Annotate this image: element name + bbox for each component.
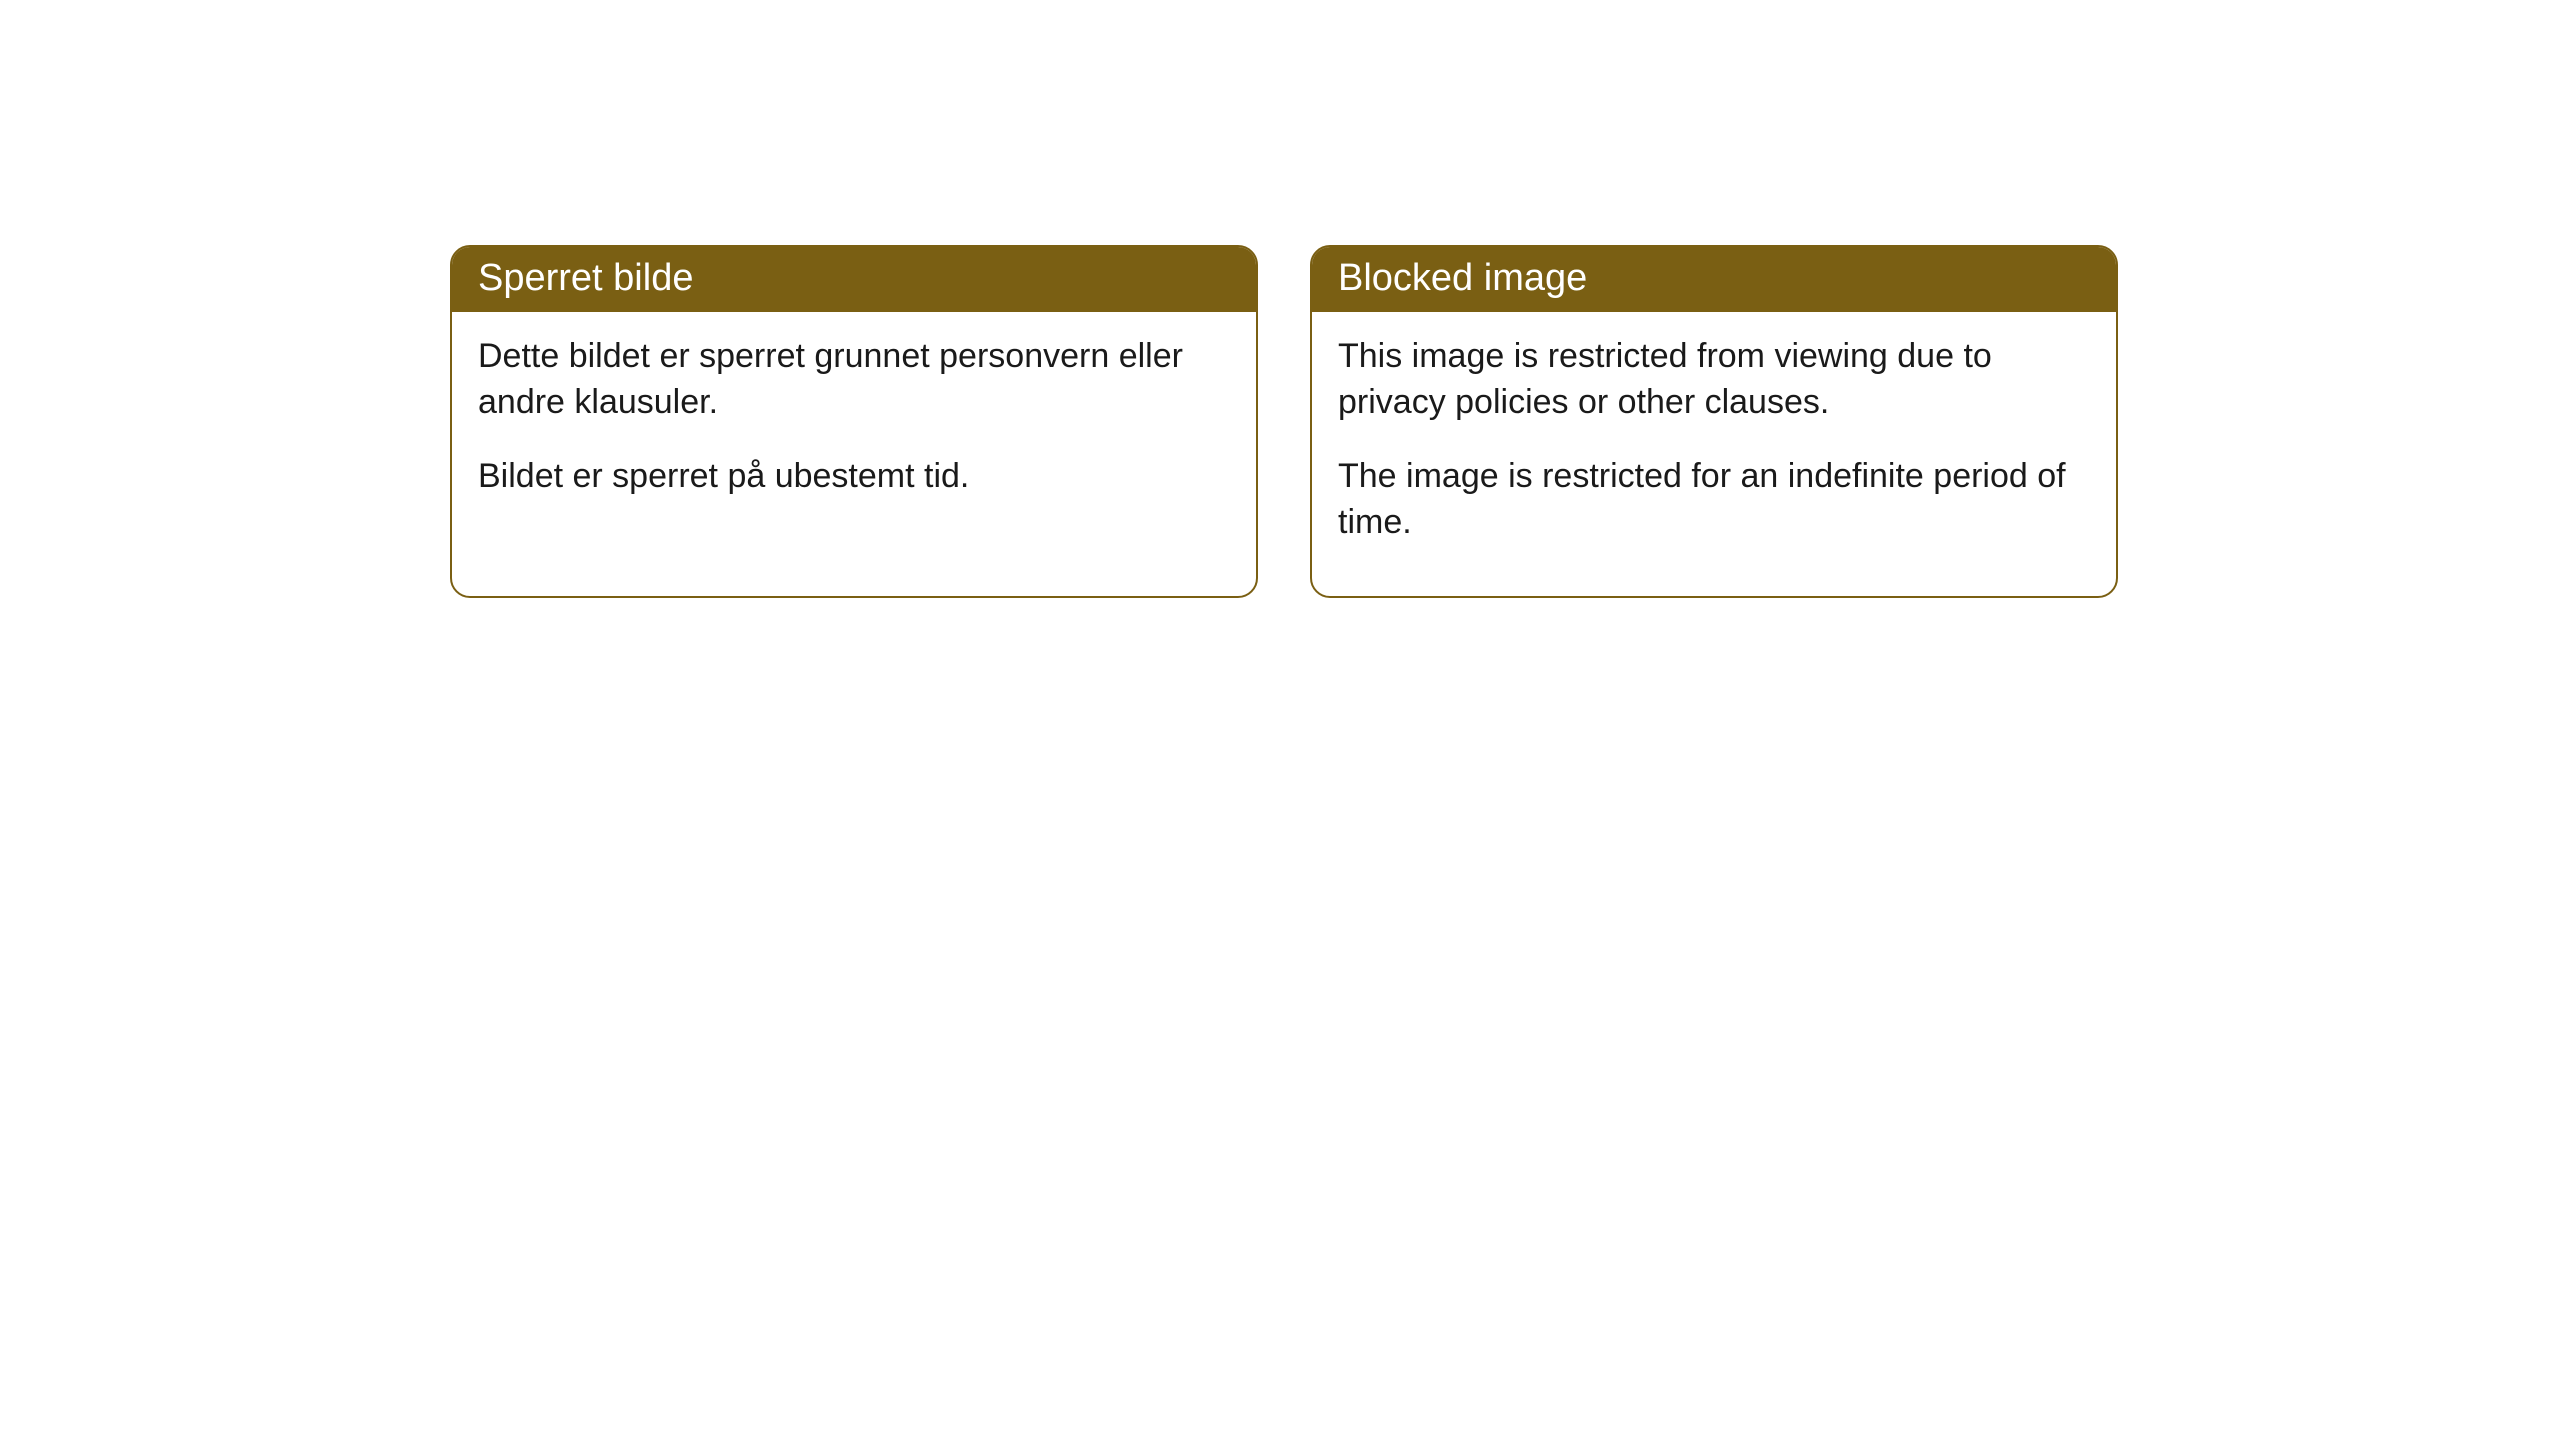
card-header-norwegian: Sperret bilde [452,247,1256,312]
card-title: Sperret bilde [478,257,693,299]
card-title: Blocked image [1338,257,1587,299]
card-norwegian: Sperret bilde Dette bildet er sperret gr… [450,245,1258,598]
card-body-english: This image is restricted from viewing du… [1312,312,2116,596]
card-paragraph: Dette bildet er sperret grunnet personve… [478,334,1230,426]
card-english: Blocked image This image is restricted f… [1310,245,2118,598]
card-paragraph: Bildet er sperret på ubestemt tid. [478,454,1230,500]
cards-container: Sperret bilde Dette bildet er sperret gr… [0,0,2560,598]
card-paragraph: This image is restricted from viewing du… [1338,334,2090,426]
card-paragraph: The image is restricted for an indefinit… [1338,454,2090,546]
card-body-norwegian: Dette bildet er sperret grunnet personve… [452,312,1256,550]
card-header-english: Blocked image [1312,247,2116,312]
